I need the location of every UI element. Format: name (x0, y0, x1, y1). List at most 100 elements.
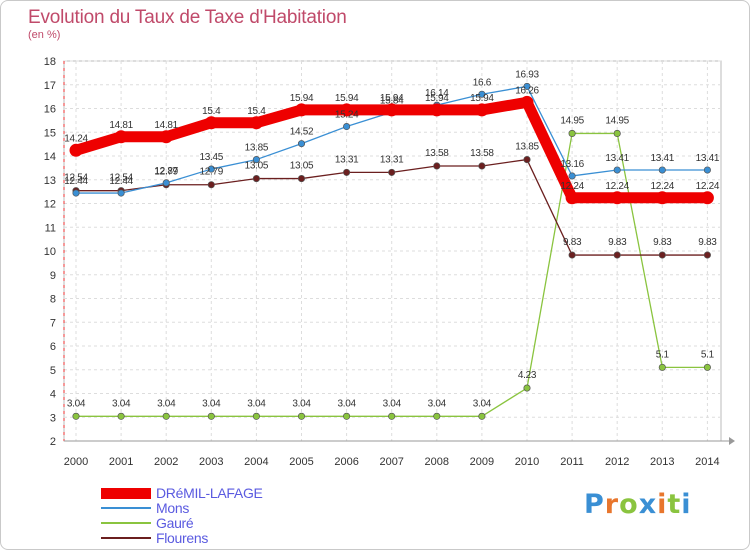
data-point (658, 166, 666, 174)
data-label: 15.94 (290, 93, 314, 104)
legend-label: Mons (156, 500, 190, 516)
data-point (72, 412, 80, 420)
data-point (159, 130, 173, 144)
data-label: 5.1 (701, 349, 715, 360)
data-labels: 3.04 3.04 3.04 3.04 3.04 3.04 3.04 3.04 3.04 3.04… (67, 115, 715, 409)
data-label: 12.87 (154, 166, 178, 177)
data-label: 15.84 (380, 95, 404, 106)
data-label: 13.85 (245, 143, 269, 154)
data-label: 3.04 (428, 398, 447, 409)
data-label: 12.79 (154, 167, 178, 178)
x-axis-arrow (729, 437, 735, 445)
x-tick-label: 2000 (64, 456, 88, 468)
data-label: 13.41 (651, 153, 675, 164)
data-label: 9.83 (653, 237, 672, 248)
legend-swatch (101, 537, 151, 539)
data-label: 13.05 (245, 161, 269, 172)
logo-letter: i (681, 489, 692, 520)
data-point (343, 168, 351, 176)
data-point (433, 162, 441, 170)
data-point (613, 251, 621, 259)
data-label: 13.31 (380, 154, 404, 165)
y-tick-label: 14 (44, 151, 56, 163)
logo-letter: t (667, 489, 682, 520)
data-point (478, 90, 486, 98)
y-tick-label: 6 (50, 341, 56, 353)
legend-swatch (101, 522, 151, 524)
data-point (297, 140, 306, 148)
y-tick-label: 3 (50, 412, 56, 424)
data-point (523, 384, 531, 392)
legend-item: Flourens (101, 530, 321, 546)
data-point (568, 251, 576, 259)
data-label: 16.93 (515, 69, 539, 80)
data-point (478, 412, 486, 420)
data-label: 3.04 (247, 398, 266, 409)
data-label: 15.94 (470, 93, 494, 104)
data-point (252, 412, 260, 420)
y-tick-label: 5 (50, 365, 56, 377)
data-point (162, 412, 170, 420)
data-point (252, 156, 260, 164)
data-label: 12.24 (651, 181, 675, 192)
data-label: 9.83 (608, 237, 627, 248)
data-label: 12.24 (696, 181, 720, 192)
data-point (207, 165, 215, 173)
data-label: 13.16 (560, 159, 584, 170)
legend-item: DRéMIL-LAFAGE (101, 485, 321, 501)
data-label: 9.83 (563, 237, 582, 248)
data-point (523, 82, 531, 90)
series-gauré (72, 129, 711, 420)
y-tick-label: 9 (50, 270, 56, 282)
x-tick-label: 2009 (470, 456, 494, 468)
data-point (655, 191, 669, 205)
data-point (249, 116, 263, 130)
data-point (295, 103, 308, 117)
data-label: 3.04 (202, 398, 221, 409)
y-tick-label: 12 (44, 199, 56, 211)
legend-item: Gauré (101, 515, 321, 531)
data-point (475, 103, 489, 117)
data-point (343, 123, 351, 131)
y-tick-label: 18 (44, 56, 56, 68)
legend-swatch (101, 487, 151, 499)
x-tick-label: 2011 (560, 456, 584, 468)
data-point (343, 412, 351, 420)
logo-letter: i (657, 489, 668, 520)
data-label: 13.05 (290, 161, 314, 172)
data-label: 14.81 (154, 120, 178, 131)
data-label: 12.24 (605, 181, 629, 192)
data-point (703, 363, 711, 371)
legend-label: Gauré (156, 515, 194, 531)
data-point (430, 103, 444, 117)
y-tick-label: 10 (44, 246, 56, 258)
data-point (700, 191, 714, 205)
x-tick-label: 2013 (650, 456, 674, 468)
data-label: 16.14 (425, 88, 449, 99)
data-point (433, 412, 441, 420)
data-label: 14.95 (605, 115, 629, 126)
y-tick-label: 8 (50, 294, 56, 306)
data-point (117, 189, 125, 197)
data-point (610, 191, 624, 205)
data-labels: 12.44 12.44 12.87 13.45 13.85 14.52 15.24 15.84… (64, 69, 720, 187)
data-label: 14.81 (109, 120, 133, 131)
data-labels: 12.54 12.54 12.79 12.79 13.05 13.05 13.31 13.31… (64, 142, 717, 248)
data-label: 14.24 (64, 133, 88, 144)
data-point (388, 412, 396, 420)
y-tick-label: 4 (50, 389, 56, 401)
data-label: 15.4 (202, 106, 221, 117)
data-point (478, 162, 486, 170)
x-tick-label: 2004 (244, 456, 268, 468)
data-label: 16.26 (515, 85, 539, 96)
data-point (207, 412, 215, 420)
data-point (297, 175, 306, 183)
data-point (117, 412, 125, 420)
data-label: 12.44 (109, 176, 133, 187)
data-point (388, 168, 396, 176)
data-point (252, 175, 260, 183)
data-label: 12.24 (560, 181, 584, 192)
data-point (523, 156, 531, 164)
data-label: 5.1 (656, 349, 670, 360)
x-tick-label: 2006 (334, 456, 358, 468)
